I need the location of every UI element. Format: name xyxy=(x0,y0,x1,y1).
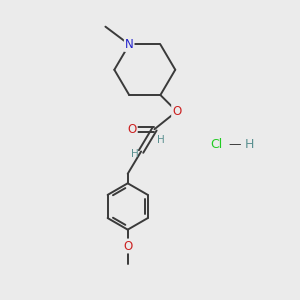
Text: O: O xyxy=(128,123,137,136)
Text: H: H xyxy=(157,135,165,145)
Text: H: H xyxy=(131,149,138,160)
Text: N: N xyxy=(125,38,134,51)
Text: O: O xyxy=(123,239,132,253)
Text: H: H xyxy=(245,138,254,151)
Text: Cl: Cl xyxy=(211,138,223,151)
Text: O: O xyxy=(172,105,182,118)
Text: —: — xyxy=(229,138,241,151)
